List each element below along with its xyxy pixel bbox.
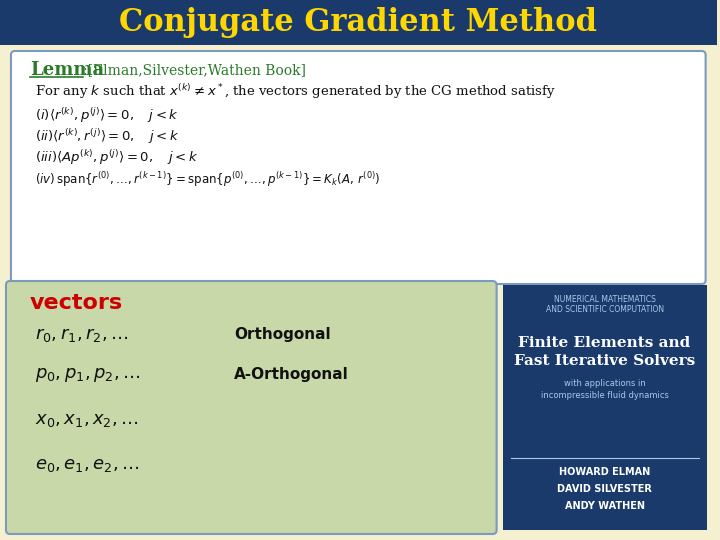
Text: $(iii)\langle Ap^{(k)}, p^{(j)}\rangle = 0, \quad j < k$: $(iii)\langle Ap^{(k)}, p^{(j)}\rangle =… — [35, 148, 198, 167]
Text: $e_0, e_1, e_2, \ldots$: $e_0, e_1, e_2, \ldots$ — [35, 456, 139, 474]
FancyBboxPatch shape — [11, 51, 706, 284]
Text: incompressible fluid dynamics: incompressible fluid dynamics — [541, 390, 669, 400]
Text: vectors: vectors — [30, 293, 123, 313]
Text: AND SCIENTIFIC COMPUTATION: AND SCIENTIFIC COMPUTATION — [546, 305, 664, 314]
Text: Finite Elements and: Finite Elements and — [518, 336, 690, 350]
Text: $(iv)\,\mathrm{span}\{r^{(0)},\ldots,r^{(k-1)}\} = \mathrm{span}\{p^{(0)},\ldots: $(iv)\,\mathrm{span}\{r^{(0)},\ldots,r^{… — [35, 171, 380, 190]
Text: ANDY WATHEN: ANDY WATHEN — [564, 501, 644, 511]
Text: $r_0, r_1, r_2, \ldots$: $r_0, r_1, r_2, \ldots$ — [35, 326, 128, 344]
Text: DAVID SILVESTER: DAVID SILVESTER — [557, 484, 652, 494]
Text: $p_0, p_1, p_2, \ldots$: $p_0, p_1, p_2, \ldots$ — [35, 366, 140, 384]
Text: Lemma: Lemma — [30, 61, 104, 79]
Text: $(ii)\langle r^{(k)}, r^{(j)}\rangle = 0, \quad j < k$: $(ii)\langle r^{(k)}, r^{(j)}\rangle = 0… — [35, 127, 179, 146]
Text: Conjugate Gradient Method: Conjugate Gradient Method — [120, 8, 598, 38]
FancyBboxPatch shape — [6, 281, 497, 534]
Text: with applications in: with applications in — [564, 379, 645, 388]
FancyBboxPatch shape — [503, 285, 706, 530]
Text: Fast Iterative Solvers: Fast Iterative Solvers — [514, 354, 696, 368]
Text: $x_0, x_1, x_2, \ldots$: $x_0, x_1, x_2, \ldots$ — [35, 411, 138, 429]
Text: :[Elman,Silvester,Wathen Book]: :[Elman,Silvester,Wathen Book] — [83, 63, 305, 77]
Text: Orthogonal: Orthogonal — [234, 327, 330, 342]
FancyBboxPatch shape — [0, 0, 716, 45]
Text: For any $k$ such that $x^{(k)} \neq x^*$, the vectors generated by the CG method: For any $k$ such that $x^{(k)} \neq x^*$… — [35, 83, 556, 102]
Text: HOWARD ELMAN: HOWARD ELMAN — [559, 467, 650, 477]
Text: NUMERICAL MATHEMATICS: NUMERICAL MATHEMATICS — [554, 294, 655, 303]
Text: $(i)\langle r^{(k)}, p^{(j)}\rangle = 0, \quad j < k$: $(i)\langle r^{(k)}, p^{(j)}\rangle = 0,… — [35, 106, 179, 125]
Text: A-Orthogonal: A-Orthogonal — [234, 368, 348, 382]
